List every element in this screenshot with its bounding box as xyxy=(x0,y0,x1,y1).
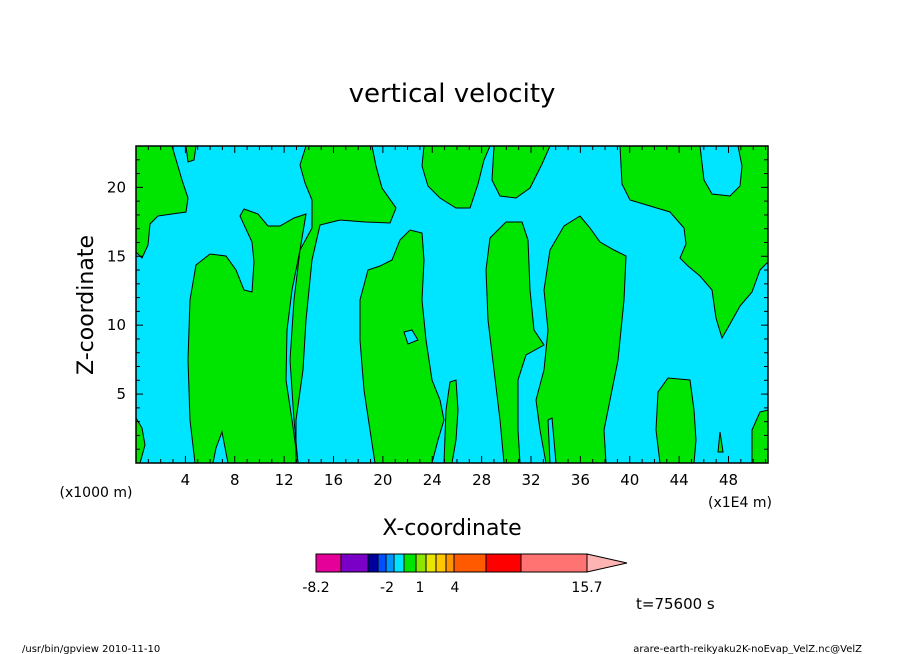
colorbar-tick-label: -2 xyxy=(380,580,394,596)
x-tick-label: 4 xyxy=(181,471,191,489)
y-tick-label: 10 xyxy=(107,316,126,334)
updraft-region xyxy=(491,146,551,199)
updraft-region xyxy=(443,379,459,463)
x-tick-label: 24 xyxy=(423,471,442,489)
colorbar-swatch xyxy=(393,553,405,573)
updraft-region xyxy=(185,146,197,163)
x-tick-label: 8 xyxy=(230,471,240,489)
plot-frame xyxy=(135,145,769,464)
downdraft-inclusion xyxy=(547,417,557,463)
y-tick-label: 15 xyxy=(107,247,126,265)
colorbar-swatch xyxy=(315,553,342,573)
x-tick-label: 16 xyxy=(324,471,343,489)
colorbar-swatch xyxy=(520,553,588,573)
colorbar-swatch xyxy=(385,553,395,573)
y-axis-label: Z-coordinate xyxy=(74,235,99,375)
x-tick-label: 44 xyxy=(670,471,689,489)
colorbar-tick-labels: -8.2 -2 1 4 15.7 xyxy=(302,580,602,596)
updraft-region xyxy=(619,146,768,340)
x-axis-label: X-coordinate xyxy=(382,516,521,541)
colorbar-swatch xyxy=(445,553,455,573)
updraft-region xyxy=(655,377,697,463)
footer-right: arare-earth-reikyaku2K-noEvap_VelZ.nc@Ve… xyxy=(633,644,862,654)
colorbar-swatch xyxy=(453,553,487,573)
updraft-region xyxy=(136,417,146,463)
updraft-region xyxy=(485,221,545,463)
updraft-region xyxy=(535,215,627,463)
colorbar-tick-label: 1 xyxy=(416,580,425,596)
y-tick-labels: 5 10 15 20 xyxy=(107,178,126,403)
updraft-region xyxy=(359,229,445,463)
colorbar xyxy=(315,553,628,573)
y-tick-label: 20 xyxy=(107,178,126,196)
colorbar-swatch xyxy=(367,553,379,573)
x-tick-labels: 4 8 12 16 20 24 28 32 36 40 44 48 xyxy=(181,471,738,489)
updraft-region xyxy=(421,146,491,209)
colorbar-swatch xyxy=(425,553,437,573)
x-tick-label: 20 xyxy=(373,471,392,489)
updraft-region xyxy=(136,146,189,259)
plot-area xyxy=(135,145,769,464)
x-tick-label: 32 xyxy=(521,471,540,489)
updraft-region xyxy=(289,146,397,463)
footer-left: /usr/bin/gpview 2010-11-10 xyxy=(22,644,160,654)
time-label: t=75600 s xyxy=(636,595,715,613)
colorbar-tick-label: 4 xyxy=(451,580,460,596)
x-unit-left: (x1000 m) xyxy=(60,485,133,501)
colorbar-arrow xyxy=(586,553,628,573)
x-tick-label: 48 xyxy=(719,471,738,489)
colorbar-tick-label: -8.2 xyxy=(302,580,329,596)
x-unit-right: (x1E4 m) xyxy=(708,495,772,511)
axis-ticks xyxy=(136,146,768,463)
x-tick-label: 40 xyxy=(620,471,639,489)
x-tick-label: 12 xyxy=(275,471,294,489)
colorbar-swatch xyxy=(435,553,447,573)
updraft-region xyxy=(187,208,307,463)
colorbar-swatch xyxy=(415,553,427,573)
downdraft-inclusion xyxy=(403,329,419,345)
colorbar-swatch xyxy=(377,553,387,573)
colorbar-swatch xyxy=(340,553,369,573)
colorbar-tick-label: 15.7 xyxy=(571,580,602,596)
positive-velocity-regions xyxy=(136,146,768,463)
x-tick-label: 36 xyxy=(571,471,590,489)
updraft-region xyxy=(717,431,724,453)
chart-title: vertical velocity xyxy=(349,79,556,109)
x-tick-label: 28 xyxy=(472,471,491,489)
updraft-region xyxy=(751,409,768,463)
colorbar-swatch xyxy=(485,553,522,573)
colorbar-swatch xyxy=(403,553,417,573)
y-tick-label: 5 xyxy=(116,385,126,403)
